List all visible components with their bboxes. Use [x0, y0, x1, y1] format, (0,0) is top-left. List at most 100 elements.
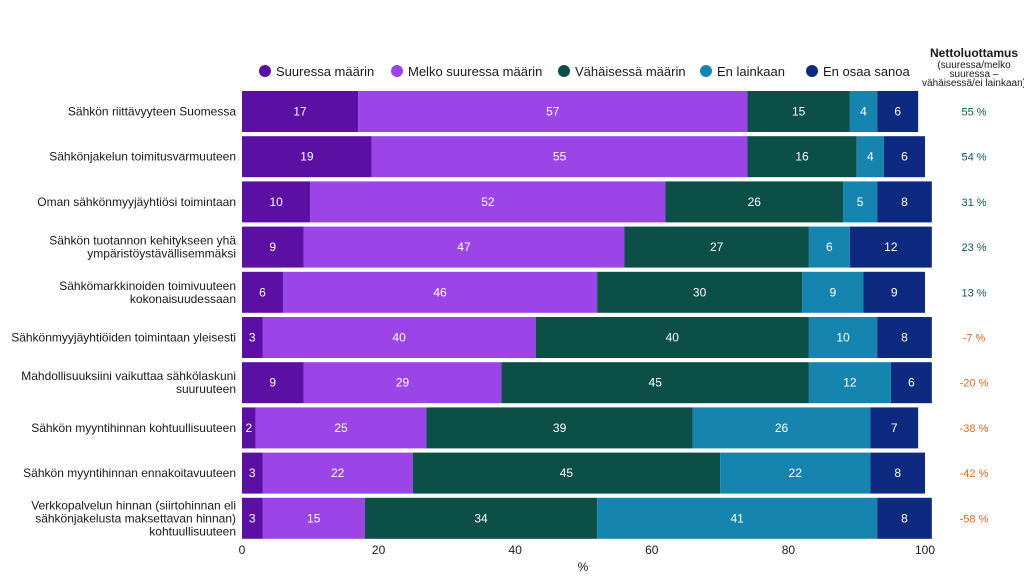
bar-segment-suuressa-maarin [242, 91, 359, 132]
bar-row: 3 15 34 41 8 [242, 497, 932, 539]
bar-segment-vahaisessa-maarin [665, 181, 844, 223]
bar-value-label: 47 [457, 240, 471, 254]
bar-value-label: 6 [901, 150, 908, 164]
x-tick-label: 0 [239, 543, 246, 557]
legend-swatch [259, 65, 271, 77]
net-trust-subtitle-line-2: suuressa – [950, 69, 999, 80]
bar-value-label: 4 [860, 105, 867, 119]
legend-label: Vähäisessä määrin [575, 64, 686, 79]
bar-segment-en-lainkaan [808, 317, 878, 358]
bar-segment-en-osaa-sanoa [877, 497, 932, 539]
category-label: Sähkön tuotannon kehitykseen yhä ympärist… [49, 234, 236, 261]
bar-value-label: 8 [894, 466, 901, 480]
bar-segment-vahaisessa-maarin [747, 136, 857, 178]
bar-value-label: 8 [901, 331, 908, 345]
legend-swatch [700, 65, 712, 77]
category-label: Sähkönjakelun toimitusvarmuuteen [49, 150, 236, 164]
bar-segment-en-osaa-sanoa [870, 452, 925, 494]
x-tick-label: 40 [509, 543, 523, 557]
bar-value-label: 3 [249, 466, 256, 480]
bar-value-label: 3 [249, 331, 256, 345]
legend-label: En osaa sanoa [823, 64, 911, 79]
bar-value-label: 45 [649, 376, 663, 390]
bar-segment-en-osaa-sanoa [849, 226, 932, 268]
bar-value-label: 8 [901, 511, 908, 525]
category-label: Sähkön riittävyyteen Suomessa [68, 105, 236, 119]
legend-label: Melko suuressa määrin [408, 64, 542, 79]
bar-segment-melko-suuressa-maarin [310, 181, 666, 223]
bar-segment-suuressa-maarin [242, 271, 283, 313]
bar-segment-en-osaa-sanoa [877, 181, 932, 223]
bar-value-label: 12 [884, 240, 898, 254]
bar-segment-en-lainkaan [808, 226, 850, 268]
bar-value-label: 45 [560, 466, 574, 480]
bar-value-label: 9 [269, 376, 276, 390]
legend-item-melko-suuressa-maarin: Melko suuressa määrin [391, 64, 542, 79]
net-trust-value: -58 % [960, 513, 989, 525]
bar-segment-en-lainkaan [802, 271, 864, 313]
bar-segment-vahaisessa-maarin [412, 452, 721, 494]
bar-segment-melko-suuressa-maarin [303, 362, 502, 404]
bar-value-label: 9 [891, 285, 898, 299]
bar-segment-en-osaa-sanoa [863, 271, 925, 313]
category-label: Sähkön myyntihinnan kohtuullisuuteen [31, 421, 236, 435]
bar-value-label: 6 [908, 376, 915, 390]
net-trust-header: Nettoluottamus (suuressa/melko suuressa … [922, 46, 1024, 89]
bar-value-label: 26 [748, 195, 762, 209]
bar-value-label: 40 [392, 331, 406, 345]
bar-value-label: 30 [693, 285, 707, 299]
bar-value-label: 26 [775, 421, 789, 435]
bar-value-label: 19 [300, 150, 314, 164]
net-trust-value: -20 % [960, 378, 989, 390]
net-trust-value: 13 % [961, 287, 986, 299]
bar-value-label: 2 [245, 421, 252, 435]
category-label: Verkkopalvelun hinnan (siirtohinnan eli s… [31, 498, 236, 538]
bar-value-label: 4 [867, 150, 874, 164]
bar-value-label: 39 [553, 421, 567, 435]
bar-segment-en-lainkaan [720, 452, 871, 494]
bar-value-label: 6 [259, 285, 266, 299]
category-label: Sähkön myyntihinnan ennakoitavuuteen [23, 466, 236, 480]
bar-value-label: 34 [474, 511, 488, 525]
bar-value-label: 7 [891, 421, 898, 435]
bar-segment-en-lainkaan [692, 407, 871, 449]
bar-segment-suuressa-maarin [242, 317, 263, 358]
bar-value-label: 8 [901, 195, 908, 209]
bar-segment-en-lainkaan [808, 362, 891, 404]
legend-label: En lainkaan [717, 64, 785, 79]
bar-value-label: 16 [795, 150, 809, 164]
bar-segment-en-lainkaan [843, 181, 878, 223]
bar-value-label: 25 [334, 421, 348, 435]
legend-label: Suuressa määrin [276, 64, 374, 79]
net-trust-subtitle-line-3: vähäisessä/ei lainkaan) [922, 78, 1024, 89]
bar-row: 3 40 40 10 8 [242, 317, 932, 358]
category-label: Sähkönmyyjäyhtiöiden toimintaan yleisest… [11, 331, 236, 345]
bar-segment-melko-suuressa-maarin [255, 407, 427, 449]
legend-item-en-lainkaan: En lainkaan [700, 64, 785, 79]
bar-value-label: 6 [894, 105, 901, 119]
bar-value-label: 10 [836, 331, 850, 345]
bar-segment-melko-suuressa-maarin [303, 226, 625, 268]
bar-segment-suuressa-maarin [242, 497, 263, 539]
net-trust-value: -42 % [960, 468, 989, 480]
bar-value-label: 9 [269, 240, 276, 254]
x-tick-label: 20 [372, 543, 386, 557]
x-tick-label: 60 [645, 543, 659, 557]
bar-value-label: 5 [857, 195, 864, 209]
bar-row: 17 57 15 4 6 [242, 91, 919, 132]
bar-value-label: 15 [792, 105, 806, 119]
x-axis: 0 20 40 60 80 100 [239, 543, 936, 557]
bar-segment-melko-suuressa-maarin [358, 91, 748, 132]
bar-value-label: 3 [249, 511, 256, 525]
bar-segment-melko-suuressa-maarin [371, 136, 748, 178]
bar-value-label: 22 [331, 466, 345, 480]
bar-segment-en-lainkaan [856, 136, 885, 178]
bar-value-label: 17 [293, 105, 307, 119]
net-trust-title: Nettoluottamus [930, 46, 1018, 60]
bar-value-label: 57 [546, 105, 560, 119]
net-trust-subtitle-line-1: (suuressa/melko [937, 60, 1011, 71]
bar-segment-melko-suuressa-maarin [282, 271, 598, 313]
bar-row: 6 46 30 9 9 [242, 271, 925, 313]
bar-value-label: 10 [269, 195, 283, 209]
